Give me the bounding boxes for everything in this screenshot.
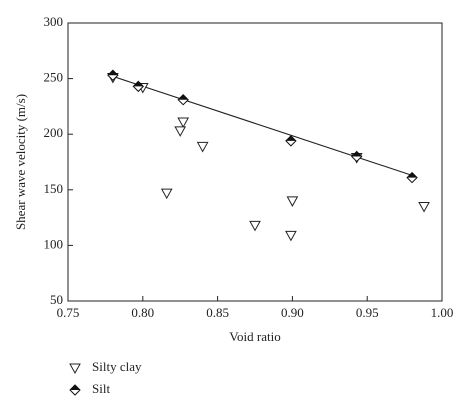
- point: [286, 196, 299, 207]
- point: [160, 188, 173, 200]
- point: [285, 135, 297, 147]
- point-part: [286, 196, 299, 207]
- point-part: [133, 81, 144, 87]
- point-part: [285, 135, 296, 141]
- point: [107, 69, 119, 81]
- point: [249, 220, 261, 232]
- point-part: [407, 172, 418, 178]
- x-axis-label: Void ratio: [229, 329, 280, 344]
- x-tick-label: 0.85: [206, 305, 229, 320]
- legend-marker: [69, 384, 81, 396]
- point-part: [418, 201, 430, 213]
- x-tick-label: 0.80: [131, 305, 154, 320]
- y-axis-label: Shear wave velocity (m/s): [13, 94, 28, 230]
- legend-marker: [69, 363, 81, 375]
- point-part: [107, 70, 118, 76]
- y-tick-label: 300: [44, 14, 64, 29]
- y-tick-label: 200: [44, 125, 64, 140]
- legend-marker-part: [70, 385, 80, 390]
- point: [174, 126, 187, 137]
- point-part: [178, 94, 189, 100]
- x-tick-label: 0.90: [281, 305, 304, 320]
- point: [177, 94, 189, 106]
- point: [418, 201, 430, 213]
- fit-line: [112, 75, 413, 176]
- x-tick-label: 0.95: [356, 305, 379, 320]
- x-tick-label: 1.00: [431, 305, 454, 320]
- point-part: [249, 220, 261, 232]
- point-part: [160, 188, 173, 200]
- point: [196, 141, 209, 153]
- y-tick-label: 150: [44, 181, 64, 196]
- y-tick-label: 250: [44, 70, 64, 85]
- point: [132, 80, 145, 93]
- y-tick-label: 100: [44, 236, 64, 251]
- point-part: [174, 126, 187, 137]
- point: [177, 117, 190, 128]
- x-tick-label: 0.75: [57, 305, 80, 320]
- point: [406, 171, 418, 184]
- plot-frame: [67, 22, 443, 302]
- legend-label: Silty clay: [92, 359, 142, 374]
- y-tick-label: 50: [50, 292, 63, 307]
- point-part: [196, 141, 209, 153]
- point-part: [285, 230, 297, 242]
- point: [351, 150, 363, 163]
- point-part: [351, 151, 362, 157]
- legend-label: Silt: [92, 381, 110, 396]
- point: [285, 230, 297, 242]
- point-part: [177, 117, 190, 128]
- legend-marker-part: [69, 363, 81, 375]
